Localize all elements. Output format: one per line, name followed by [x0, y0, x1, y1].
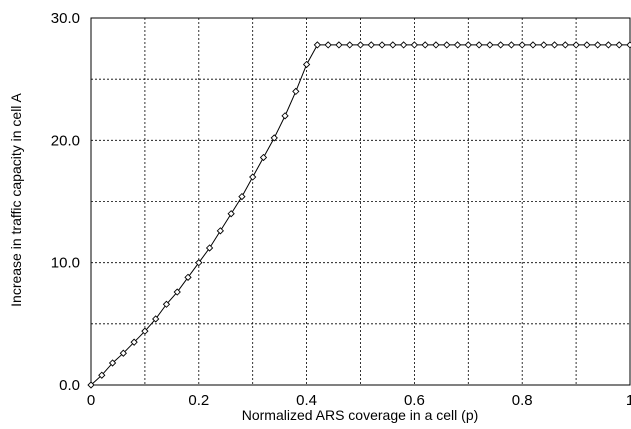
data-point-marker — [313, 41, 322, 49]
data-point-marker — [335, 41, 343, 49]
data-point-marker — [594, 41, 602, 49]
data-point-marker — [507, 41, 516, 49]
data-point-marker — [378, 41, 386, 49]
data-point-marker — [486, 41, 494, 49]
data-point-marker — [443, 41, 451, 49]
x-axis-ticks: 0 0.2 0.4 0.6 0.8 1 — [87, 392, 631, 409]
data-point-marker — [195, 259, 203, 267]
data-point-marker — [292, 87, 300, 96]
data-point-marker — [98, 371, 106, 379]
data-point-marker — [324, 41, 332, 49]
x-tick-label: 0.6 — [404, 392, 425, 409]
data-point-marker — [238, 192, 246, 201]
x-tick-label: 0.4 — [296, 392, 317, 409]
data-point-marker — [475, 41, 483, 49]
x-tick-label: 0 — [87, 392, 95, 409]
data-point-marker — [540, 41, 548, 49]
y-tick-label: 10.0 — [51, 255, 80, 272]
data-point-marker — [270, 134, 278, 142]
data-point-marker — [604, 41, 613, 49]
data-point-marker — [615, 41, 623, 49]
data-point-marker — [583, 41, 591, 49]
data-point-marker — [281, 112, 289, 120]
data-point-marker — [572, 41, 580, 49]
data-point-marker — [421, 41, 429, 49]
plot-frame — [90, 17, 631, 386]
y-axis-ticks: 0.0 10.0 20.0 30.0 — [51, 10, 80, 394]
data-point-marker — [205, 244, 214, 252]
data-point-marker — [464, 41, 472, 49]
data-point-marker — [346, 41, 354, 49]
data-point-marker — [529, 41, 537, 49]
x-tick-label: 0.8 — [512, 392, 533, 409]
data-point-marker — [518, 41, 526, 49]
grid — [91, 18, 630, 385]
data-point-marker — [87, 381, 95, 389]
y-tick-label: 0.0 — [59, 377, 80, 394]
data-point-marker — [141, 327, 149, 335]
data-point-marker — [249, 173, 257, 181]
data-point-marker — [259, 153, 268, 162]
data-point-marker — [216, 227, 224, 235]
data-point-marker — [561, 41, 569, 49]
data-point-marker — [550, 41, 559, 49]
data-point-marker — [152, 315, 160, 323]
data-point-marker — [389, 41, 397, 49]
x-tick-label: 0.2 — [188, 392, 209, 409]
data-point-marker — [626, 41, 631, 49]
series-markers — [87, 41, 631, 389]
x-tick-label: 1 — [626, 392, 631, 409]
data-point-marker — [227, 210, 235, 218]
y-axis-label: Increase in traffic capacity in cell A — [8, 92, 24, 306]
data-point-marker — [184, 273, 192, 281]
data-point-marker — [108, 359, 117, 367]
x-axis-label: Normalized ARS coverage in a cell (p) — [242, 407, 479, 423]
data-point-marker — [399, 41, 408, 49]
data-point-marker — [453, 41, 462, 49]
data-point-marker — [119, 349, 127, 357]
y-tick-label: 20.0 — [51, 132, 80, 149]
data-point-marker — [302, 60, 311, 69]
data-point-marker — [367, 41, 375, 49]
data-point-marker — [432, 41, 440, 49]
data-point-marker — [410, 41, 419, 49]
data-point-marker — [173, 288, 181, 296]
y-tick-label: 30.0 — [51, 10, 80, 27]
data-point-marker — [162, 300, 171, 308]
data-point-marker — [497, 41, 505, 49]
data-point-marker — [130, 338, 138, 346]
data-point-marker — [356, 41, 365, 49]
